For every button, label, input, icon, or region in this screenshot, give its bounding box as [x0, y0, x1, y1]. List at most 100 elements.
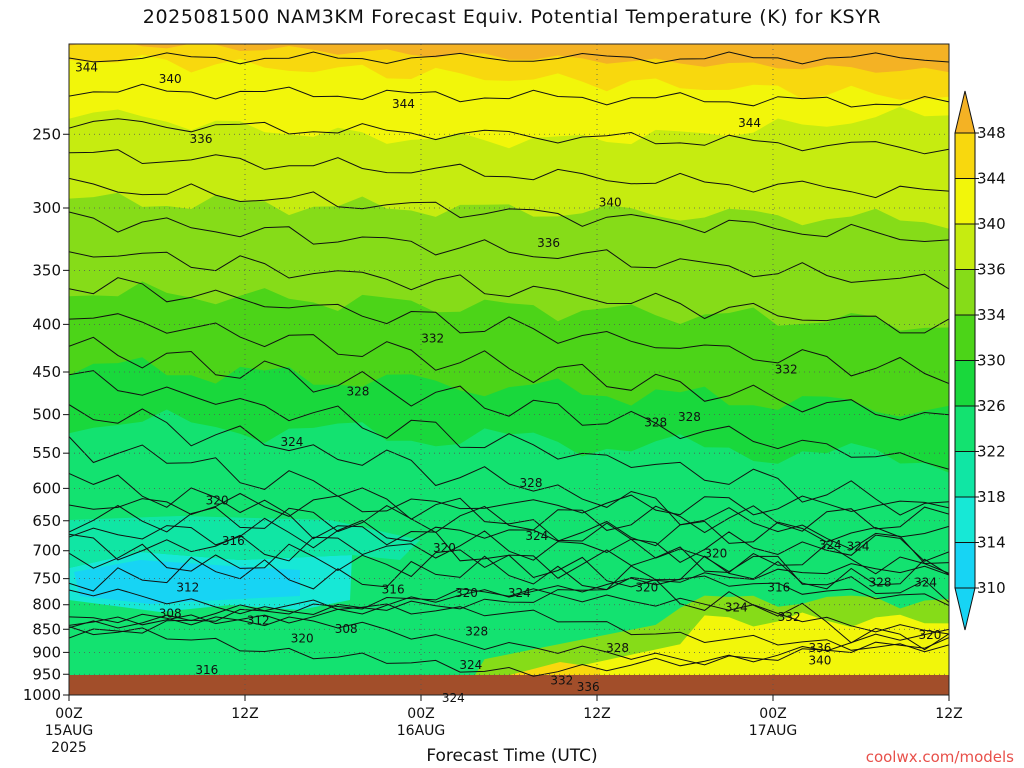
colorbar-swatch: [954, 314, 976, 361]
contour-label: 344: [738, 116, 761, 130]
contour-label-text: 336: [577, 680, 600, 694]
contour-label: 316: [382, 582, 405, 596]
colorbar-swatch: [954, 405, 976, 452]
y-tick-label: 800: [32, 596, 61, 614]
contour-line: [69, 313, 949, 421]
contour-label: 336: [808, 641, 831, 655]
y-tick-label: 400: [32, 315, 61, 333]
contour-label: 336: [577, 680, 600, 694]
y-axis: 250 300 350 400 450 500 550 600 650 700 750 800 850 9…: [23, 125, 69, 704]
y-tick-label: 750: [32, 570, 61, 588]
contour-label: 320: [918, 628, 941, 642]
colorbar-label: 348: [977, 124, 1006, 142]
contour-label: 324: [914, 575, 937, 589]
contour-label: 332: [550, 674, 573, 688]
contour-label-text: 316: [222, 534, 245, 548]
band-340-low: [561, 612, 949, 695]
contour-label-text: 336: [190, 132, 213, 146]
contour-label-text: 328: [678, 410, 701, 424]
contour-line: [69, 436, 949, 603]
y-tick-label: 450: [32, 363, 61, 381]
contour-line: [69, 575, 949, 626]
contour-line: [69, 277, 949, 385]
x-tick-label: 12Z: [583, 706, 610, 722]
contour-label: 308: [335, 622, 358, 636]
contour-label: 324: [459, 658, 482, 672]
y-tick-label: 600: [32, 479, 61, 497]
contour-label: 324: [847, 540, 870, 554]
contour-label: 320: [433, 541, 456, 555]
y-tick-label: 550: [32, 444, 61, 462]
contour-label: 328: [346, 384, 369, 398]
colorbar-label: 310: [977, 579, 1006, 597]
colorbar-arrow-bottom: [954, 587, 976, 631]
contour-label-text: 308: [159, 607, 182, 621]
contour-label-text: 320: [433, 541, 456, 555]
contour-label-text: 312: [176, 581, 199, 595]
x-axis-label: Forecast Time (UTC): [426, 746, 598, 766]
contour-label: 324: [280, 435, 303, 449]
contour-line: [69, 336, 949, 470]
colorbar-label: 334: [977, 306, 1006, 324]
contour-label: 340: [599, 196, 622, 210]
contour-line: [69, 251, 949, 334]
contour-line: [69, 83, 949, 108]
contour-line: [69, 563, 949, 616]
contour-label-text: 320: [704, 547, 727, 561]
contour-label-text: 336: [808, 641, 831, 655]
y-tick-label: 250: [32, 125, 61, 143]
contour-label: 332: [778, 610, 801, 624]
contour-label-text: 340: [159, 72, 182, 86]
y-tick-label: 850: [32, 620, 61, 638]
contour-label-text: 316: [767, 581, 790, 595]
contour-label-text: 340: [599, 196, 622, 210]
contour-label-text: 340: [808, 653, 831, 667]
contour-label-text: 312: [247, 614, 270, 628]
contour-label: 320: [455, 586, 478, 600]
contour-label: 328: [869, 575, 892, 589]
colorbar-label: 314: [977, 534, 1006, 552]
contour-line: [69, 118, 949, 155]
contour-label: 320: [291, 632, 314, 646]
contour-label: 312: [176, 581, 199, 595]
contour-label: 316: [222, 534, 245, 548]
y-tick-label: 900: [32, 643, 61, 661]
contour-line: [69, 504, 949, 534]
contour-label: 324: [525, 529, 548, 543]
y-tick-label: 500: [32, 406, 61, 424]
contour-label: 344: [75, 61, 98, 75]
colorbar-label: 326: [977, 397, 1006, 415]
colorbar-swatch: [954, 360, 976, 407]
contour-label: 316: [195, 663, 218, 677]
contour-line: [69, 530, 949, 563]
contour-label-text: 316: [382, 582, 405, 596]
contour-label-text: 328: [606, 641, 629, 655]
contour-line: [69, 555, 949, 592]
contour-label-text: 328: [346, 384, 369, 398]
credit-link[interactable]: coolwx.com/models: [865, 748, 1014, 766]
contour-label: 336: [190, 132, 213, 146]
contour-label: 324: [725, 600, 748, 614]
contour-label-text: 332: [550, 674, 573, 688]
contour-label-text: 324: [819, 538, 842, 552]
contour-label: 328: [678, 410, 701, 424]
contour-label-text: 324: [725, 600, 748, 614]
contour-label-text: 324: [280, 435, 303, 449]
contour-label: 312: [247, 614, 270, 628]
contour-label: 340: [159, 72, 182, 86]
contour-label-text: 328: [869, 575, 892, 589]
contour-label-text: 308: [335, 622, 358, 636]
colorbar-swatch: [954, 451, 976, 498]
contour-label-text: 320: [455, 586, 478, 600]
contour-label-text: 328: [465, 625, 488, 639]
y-tick-label: 700: [32, 542, 61, 560]
colorbar-label: 336: [977, 261, 1006, 279]
y-tick-label: 950: [32, 665, 61, 683]
contour-label-text: 324: [525, 529, 548, 543]
contour-label-text: 344: [75, 61, 98, 75]
contour-line: [69, 51, 949, 65]
colorbar-swatch: [954, 496, 976, 543]
contour-label: 324: [819, 538, 842, 552]
contour-label-text: 332: [775, 362, 798, 376]
